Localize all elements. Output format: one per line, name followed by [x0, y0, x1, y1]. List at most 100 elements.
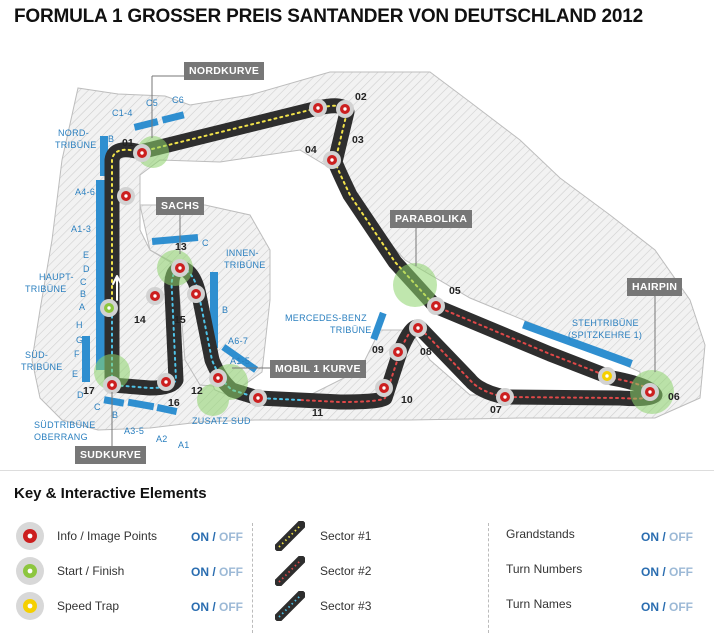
- turn-04: 04: [305, 144, 317, 156]
- info-point-t13[interactable]: [171, 259, 189, 277]
- stand-label: SÜDTRIBÜNE: [34, 420, 96, 430]
- toggle-off[interactable]: OFF: [669, 530, 694, 544]
- toggle-off[interactable]: OFF: [219, 530, 244, 544]
- callout-parabolika[interactable]: PARABOLIKA: [390, 210, 473, 228]
- grandstand-sudtribune-oberrang[interactable]: [103, 396, 125, 407]
- info-point-nord[interactable]: [133, 144, 151, 162]
- page-title: FORMULA 1 GROSSER PREIS SANTANDER VON DE…: [14, 6, 643, 27]
- info-point-t06[interactable]: [641, 383, 659, 401]
- key-panel: Key & Interactive Elements Info / Image …: [0, 470, 714, 639]
- toggle-turn-names[interactable]: ON / OFF: [641, 600, 693, 614]
- turn-03: 03: [352, 134, 364, 146]
- callout-sudkurve[interactable]: SUDKURVE: [75, 446, 147, 464]
- info-point-t11[interactable]: [249, 389, 267, 407]
- callout-mobil-1-kurve[interactable]: MOBIL 1 KURVE: [270, 360, 366, 378]
- key-divider: [488, 523, 489, 633]
- key-label: Grandstands: [506, 527, 575, 541]
- start-arrow: [112, 275, 122, 301]
- key-row-sector-3: Sector #3: [275, 591, 425, 621]
- toggle-grandstands[interactable]: ON / OFF: [641, 530, 693, 544]
- toggle-on[interactable]: ON: [641, 530, 659, 544]
- grandstand-stehtribune[interactable]: [522, 320, 633, 368]
- grandstand-haupt[interactable]: [96, 180, 105, 370]
- key-label: Sector #2: [320, 564, 372, 578]
- grandstand-sud[interactable]: [82, 336, 90, 382]
- stand-label: INNEN-: [226, 248, 259, 258]
- key-label: Turn Numbers: [506, 562, 583, 576]
- stand-label: TRIBÜNE: [330, 325, 372, 335]
- callout-nordkurve[interactable]: NORDKURVE: [184, 62, 265, 80]
- info-point-t09[interactable]: [389, 343, 407, 361]
- info-point-t02[interactable]: [336, 100, 354, 118]
- toggle-sep: /: [209, 600, 220, 614]
- info-point-t16[interactable]: [157, 373, 175, 391]
- start-finish-marker[interactable]: [100, 299, 118, 317]
- speed-trap-marker[interactable]: [598, 367, 616, 385]
- turn-05: 05: [449, 285, 461, 297]
- turn-08: 08: [420, 346, 432, 358]
- turn-13: 13: [175, 241, 187, 253]
- grandstands[interactable]: [82, 111, 633, 415]
- turn-16: 16: [168, 397, 180, 409]
- info-point-t08[interactable]: [409, 319, 427, 337]
- info-point-t12[interactable]: [209, 369, 227, 387]
- turn-14: 14: [134, 314, 146, 326]
- info-point-t01[interactable]: [309, 99, 327, 117]
- grandstand-c-inner[interactable]: [151, 234, 199, 245]
- toggle-on[interactable]: ON: [641, 600, 659, 614]
- info-point-t05[interactable]: [427, 297, 445, 315]
- toggle-on[interactable]: ON: [191, 530, 209, 544]
- info-points[interactable]: [103, 99, 659, 407]
- toggle-off[interactable]: OFF: [219, 565, 244, 579]
- info-point-t07[interactable]: [496, 388, 514, 406]
- key-title: Key & Interactive Elements: [14, 485, 207, 502]
- toggle-turn-numbers[interactable]: ON / OFF: [641, 565, 693, 579]
- key-label: Turn Names: [506, 597, 572, 611]
- grandstand-mercedes-benz[interactable]: [370, 311, 387, 341]
- grandstand-a3-5[interactable]: [127, 398, 155, 411]
- callout-hairpin[interactable]: HAIRPIN: [627, 278, 683, 296]
- info-point-t04[interactable]: [323, 151, 341, 169]
- toggle-sep: /: [209, 565, 220, 579]
- info-point-a46[interactable]: [117, 187, 135, 205]
- key-label: Speed Trap: [57, 599, 120, 613]
- grandstand-b-inner[interactable]: [210, 272, 218, 348]
- stand-label: (SPITZKEHRE 1): [568, 330, 642, 340]
- key-label: Start / Finish: [57, 564, 125, 578]
- turn-09: 09: [372, 344, 384, 356]
- sector-2-icon: [275, 556, 305, 586]
- grandstand-a1-5[interactable]: [221, 344, 259, 373]
- stand-label: TRIBÜNE: [21, 362, 63, 372]
- stand-label: A3-5: [124, 426, 144, 436]
- turn-11: 11: [312, 407, 323, 419]
- grandstand-a2[interactable]: [156, 403, 178, 415]
- stand-label: B: [80, 289, 86, 299]
- key-label: Sector #1: [320, 529, 372, 543]
- toggle-on[interactable]: ON: [191, 565, 209, 579]
- stand-label: ZUSATZ SUD: [192, 416, 251, 426]
- start-finish-icon: [16, 557, 44, 585]
- grandstand-c6[interactable]: [161, 111, 185, 124]
- callout-sachs[interactable]: SACHS: [156, 197, 205, 215]
- stand-label: TRIBÜNE: [224, 260, 266, 270]
- toggle-off[interactable]: OFF: [669, 600, 694, 614]
- toggle-off[interactable]: OFF: [219, 600, 244, 614]
- toggle-on[interactable]: ON: [191, 600, 209, 614]
- toggle-info-points[interactable]: ON / OFF: [191, 530, 243, 544]
- info-point-t15[interactable]: [187, 285, 205, 303]
- turn-02: 02: [355, 91, 367, 103]
- toggle-speed-trap[interactable]: ON / OFF: [191, 600, 243, 614]
- toggle-sep: /: [659, 530, 670, 544]
- info-point-t14[interactable]: [146, 287, 164, 305]
- toggle-start-finish[interactable]: ON / OFF: [191, 565, 243, 579]
- toggle-off[interactable]: OFF: [669, 565, 694, 579]
- speed-trap-icon: [16, 592, 44, 620]
- grandstand-nord[interactable]: [100, 136, 108, 176]
- info-point-t17[interactable]: [103, 376, 121, 394]
- turn-15: 15: [174, 314, 186, 326]
- toggle-on[interactable]: ON: [641, 565, 659, 579]
- key-row-turn-names: Turn Names ON / OFF: [506, 591, 706, 621]
- key-row-sector-2: Sector #2: [275, 556, 425, 586]
- info-point-t10[interactable]: [375, 379, 393, 397]
- stand-label: B: [112, 410, 118, 420]
